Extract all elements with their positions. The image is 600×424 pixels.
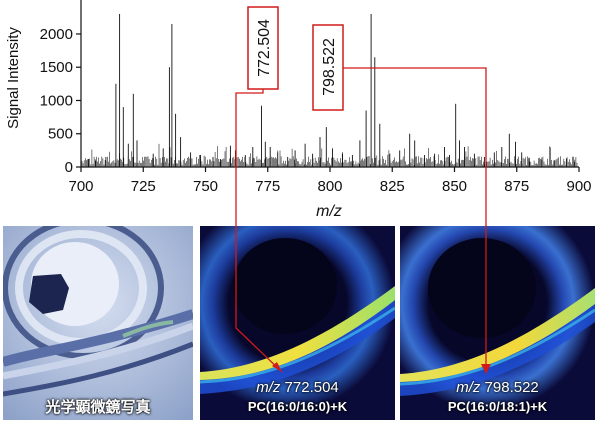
y-axis: 0 500 1000 1500 2000 [40,0,82,176]
ms-image-panel-798: m/z 798.522 PC(16:0/18:1)+K [400,226,595,420]
x-tick-label-7: 875 [504,178,529,195]
y-tick-label-3: 1500 [40,59,73,76]
x-tick-label-3: 775 [255,178,280,195]
optical-micrograph-panel: 光学顕微鏡写真 [3,226,193,420]
mz-value: 772.504 [284,379,339,396]
x-tick-label-6: 850 [442,178,467,195]
ms-image-798-lipid: PC(16:0/18:1)+K [447,399,548,414]
x-tick-label-0: 700 [68,178,93,195]
ms-image-772-mz: m/z 772.504 [200,379,395,396]
mz-prefix: m/z [456,379,481,396]
noise-trace [81,143,578,167]
y-tick-label-0: 0 [65,159,73,176]
x-tick-label-4: 800 [317,178,342,195]
x-tick-label-5: 825 [380,178,405,195]
spectrum-peaks [88,14,575,167]
x-axis-title: m/z [316,203,342,220]
ms-image-panel-772: m/z 772.504 PC(16:0/16:0)+K [200,226,395,420]
x-tick-label-1: 725 [131,178,156,195]
y-tick-label-1: 500 [48,126,73,143]
optical-micrograph-image [3,226,193,420]
y-tick-label-2: 1000 [40,92,73,109]
mz-value: 798.522 [484,379,539,396]
micrograph-caption: 光学顕微鏡写真 [45,398,151,416]
ms-image-798-mz: m/z 798.522 [400,379,595,396]
mz-prefix: m/z [256,379,281,396]
ms-image-772-lipid: PC(16:0/16:0)+K [247,399,348,414]
noise-baseline [81,143,578,167]
x-tick-label-2: 750 [193,178,218,195]
y-axis-title: Signal Intensity [5,27,22,129]
x-tick-label-8: 900 [566,178,591,195]
mass-spectrum-chart: Signal Intensity 0 500 1000 1500 2000 700 725… [5,0,592,220]
y-tick-label-4: 2000 [40,26,73,43]
x-axis: 700 725 750 775 800 825 850 875 900 [68,166,592,195]
